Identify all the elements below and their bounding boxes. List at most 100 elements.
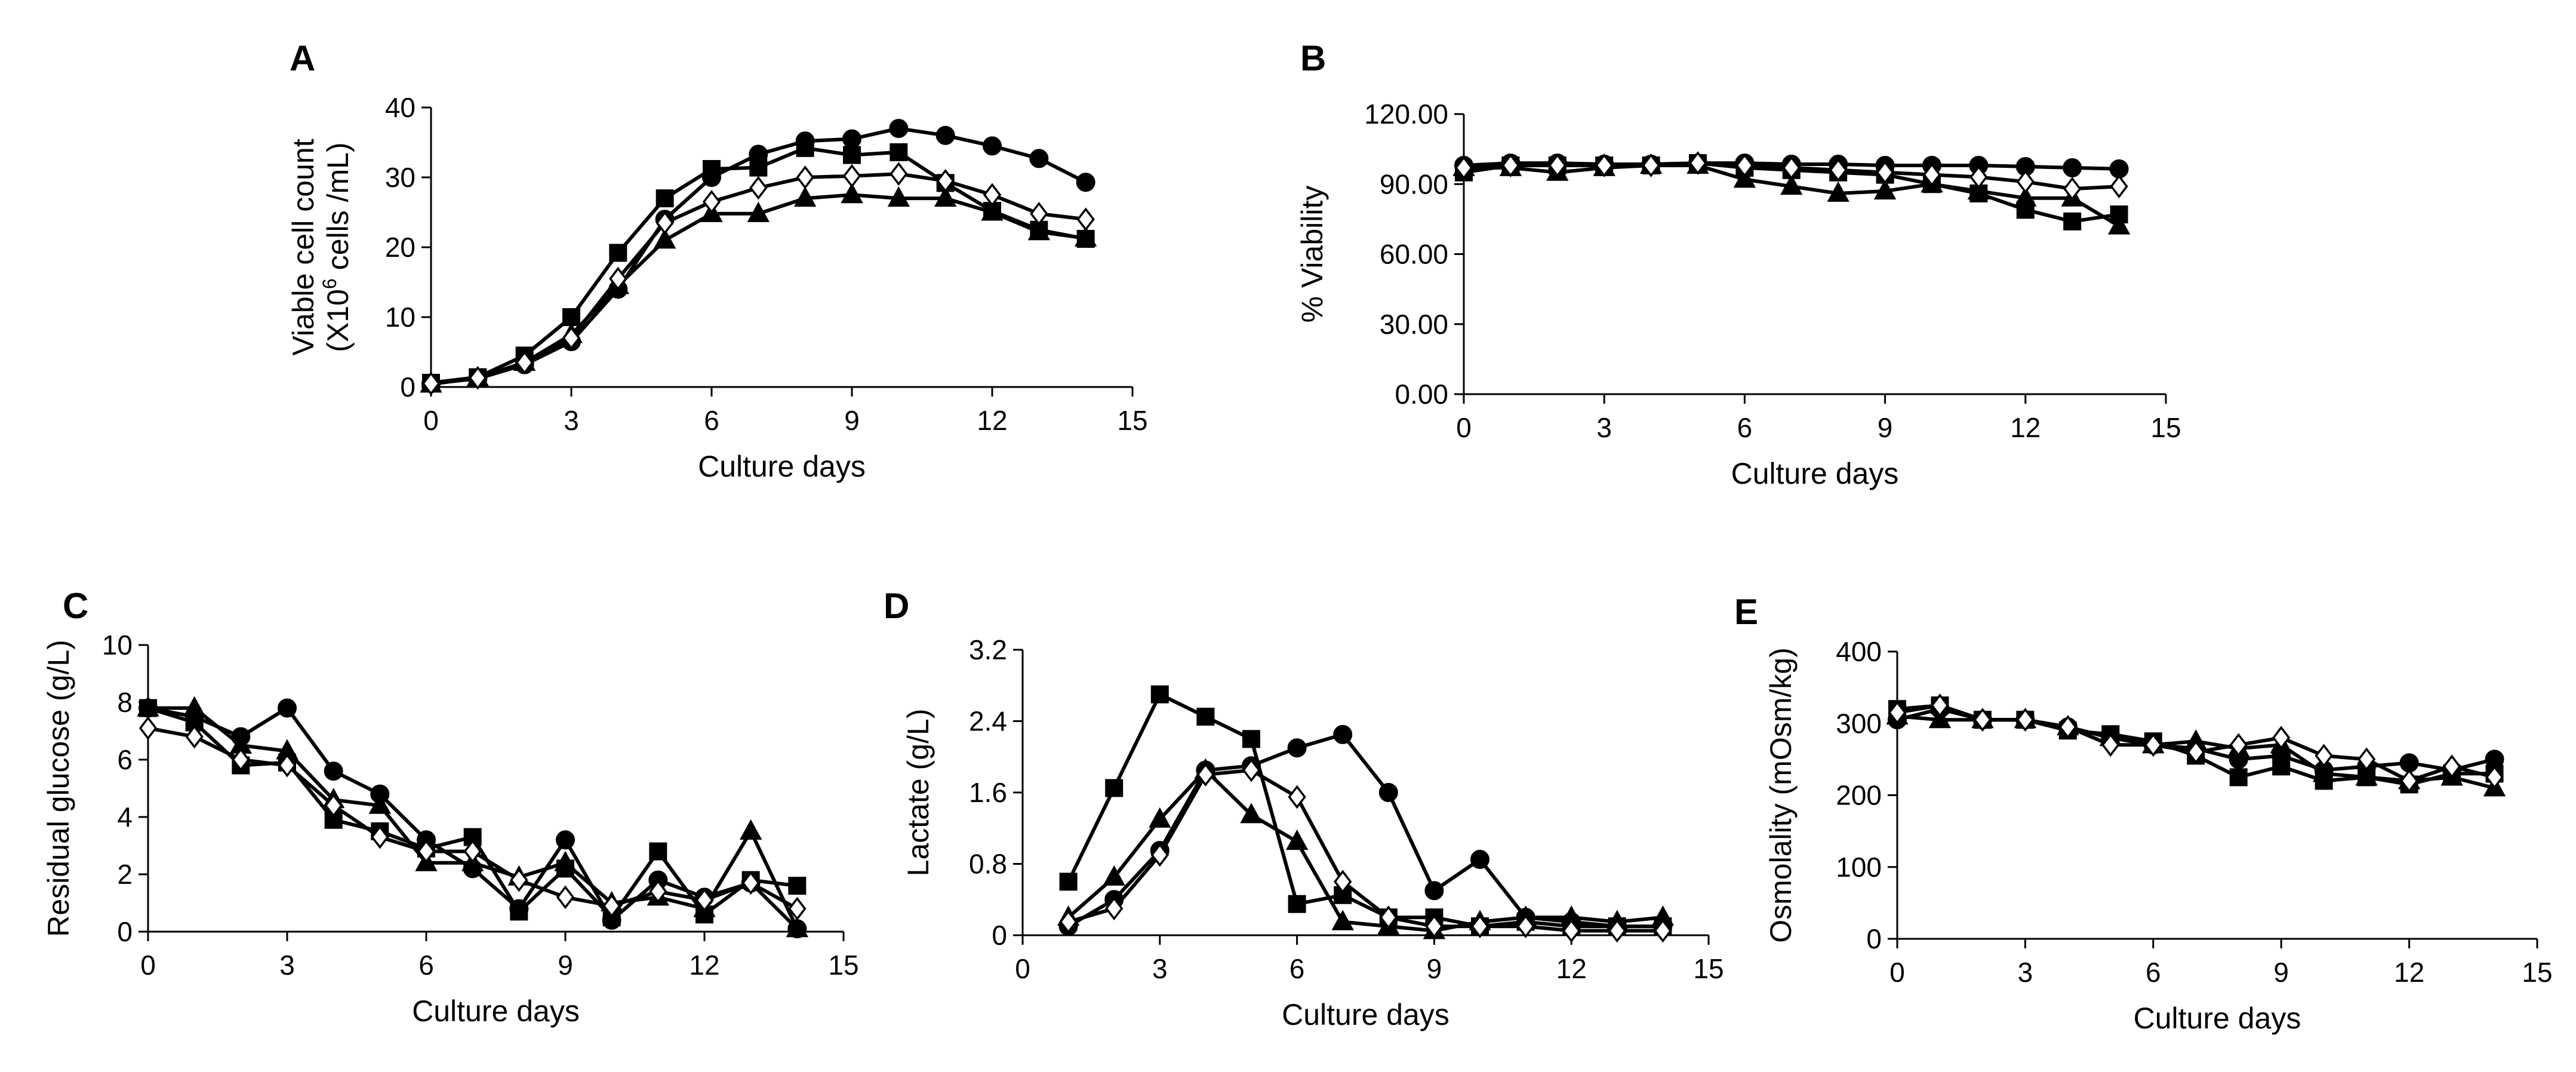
data-point-diamond [1782,156,1801,180]
data-point-diamond [1642,153,1660,177]
data-point-triangle [786,917,809,938]
data-point-circle [1287,738,1307,758]
data-point-triangle [1928,708,1952,729]
data-point-square [2063,212,2082,231]
data-point-diamond [609,266,627,291]
data-point-diamond [562,326,581,350]
data-point-diamond [1973,708,1992,732]
y-tick-label: 2 [117,859,133,890]
y-axis-label-part: cells /mL) [321,142,355,278]
data-point-diamond [278,753,297,778]
x-tick-label: 12 [977,405,1007,436]
x-tick-label: 9 [2273,957,2289,988]
y-tick-label: 8 [117,687,133,718]
data-point-triangle [1074,226,1097,247]
data-point-square [609,244,627,262]
data-point-diamond [1931,693,1949,718]
panel-letter: C [63,586,88,626]
data-point-diamond [324,793,343,818]
x-tick-label: 3 [564,405,579,436]
data-point-square [890,143,908,161]
data-point-diamond [983,183,1002,207]
panel-letter: B [1300,38,1326,78]
data-point-square [788,877,807,895]
data-point-diamond [139,716,158,741]
y-axis-label: Residual glucose (g/L) [42,640,75,937]
data-point-diamond [371,825,389,849]
y-tick-label: 0 [400,371,416,403]
data-point-triangle [1027,220,1051,241]
data-point-triangle [137,696,159,717]
data-point-triangle [1149,807,1171,828]
data-point-diamond [1076,207,1095,232]
data-point-diamond [510,868,528,892]
y-axis-label: Osmolality (mOsm/kg) [1764,647,1798,942]
data-point-square [655,189,674,208]
data-point-circle [983,136,1002,156]
y-tick-label: 3.2 [969,634,1007,665]
data-point-triangle [1331,910,1354,930]
y-tick-label: 4 [117,801,133,833]
x-tick-label: 12 [2394,957,2424,988]
data-point-diamond [1242,758,1261,782]
x-tick-label: 0 [1889,957,1905,988]
data-point-diamond [421,371,441,396]
data-point-diamond [702,190,721,214]
data-point-square [1150,685,1169,704]
y-tick-label: 30.00 [1380,309,1448,340]
data-point-square [1196,708,1215,726]
data-point-diamond [463,839,482,864]
data-point-diamond [1150,843,1169,867]
data-point-triangle [554,850,577,871]
data-point-diamond [2063,177,2082,201]
data-point-diamond [1379,905,1398,930]
x-tick-label: 0 [1015,953,1030,984]
data-point-diamond [1922,162,1941,187]
x-tick-label: 12 [1556,953,1587,984]
data-point-square [1288,895,1306,913]
data-point-triangle [368,793,392,814]
panel-c: C 0 3 6 9 12 15 0 2 4 6 8 10 Culture days Residual glu… [42,586,859,1028]
y-tick-label: 6 [117,744,133,775]
data-point-diamond [2229,733,2248,757]
data-point-square [1242,730,1260,748]
data-point-diamond [1829,158,1848,182]
x-tick-label: 6 [704,405,719,436]
data-point-circle [2063,158,2082,177]
data-point-diamond [2101,733,2120,757]
data-point-square [324,810,343,829]
data-point-diamond [469,365,487,390]
y-tick-label: 10 [102,629,133,661]
data-point-diamond [741,871,760,895]
data-point-circle [556,830,575,850]
y-axis-label: Viable cell count [287,139,320,355]
data-point-triangle [1827,181,1849,202]
data-point-triangle [653,228,676,249]
data-point-diamond [1969,165,1988,189]
y-tick-label: 100 [1836,852,1882,883]
x-axis-label: Culture days [412,994,580,1028]
data-point-diamond [2315,744,2333,768]
data-point-diamond [2016,170,2035,194]
data-point-diamond [2485,765,2504,790]
x-tick-label: 6 [1737,412,1753,443]
x-tick-label: 15 [828,950,858,981]
data-point-diamond [1059,910,1078,934]
y-tick-label: 30 [385,162,416,193]
x-tick-label: 0 [1456,412,1472,443]
y-tick-label: 120.00 [1364,99,1448,130]
data-point-diamond [2016,708,2035,732]
data-point-square [649,842,667,861]
data-point-circle [935,125,955,145]
y-tick-label: 40 [385,92,416,123]
data-point-circle [889,119,909,139]
x-tick-label: 9 [1878,412,1893,443]
y-tick-label: 400 [1836,636,1882,667]
data-point-diamond [1425,914,1444,938]
x-tick-label: 6 [418,950,434,981]
data-point-diamond [2144,733,2163,757]
x-tick-label: 15 [2522,957,2552,988]
y-tick-label: 200 [1836,780,1882,811]
data-point-diamond [890,162,908,186]
